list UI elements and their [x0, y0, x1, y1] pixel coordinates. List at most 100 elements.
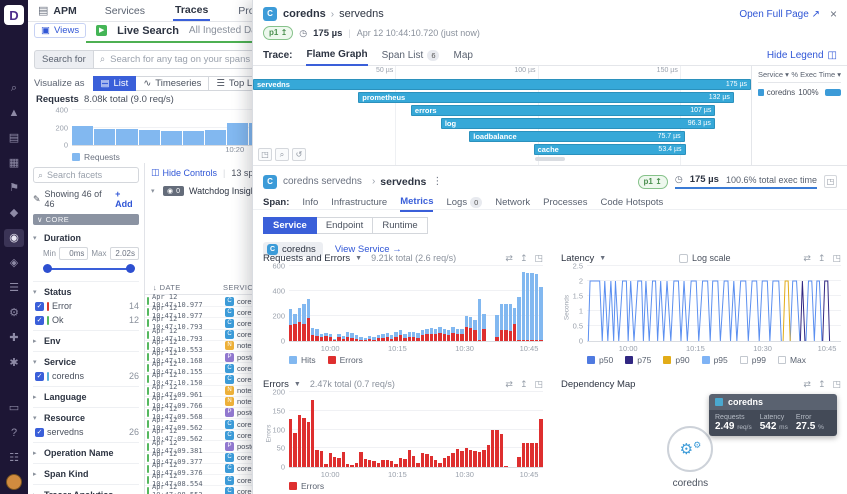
span-tab-infrastructure[interactable]: Infrastructure: [331, 196, 388, 208]
chevron-down-icon[interactable]: ▼: [355, 254, 363, 262]
legend-max[interactable]: Max: [777, 355, 806, 365]
notebooks-icon[interactable]: ◈: [9, 257, 19, 269]
service-column-header[interactable]: SERVICE: [223, 283, 259, 292]
view-service-link[interactable]: View Service →: [334, 244, 402, 255]
facet-group-operation-name[interactable]: ▸ Operation Name: [33, 448, 114, 458]
chart-fullscreen-icon[interactable]: ◳: [832, 252, 841, 263]
views-button[interactable]: ▣ Views: [34, 23, 87, 38]
flame-span-prometheus[interactable]: prometheus 132 µs: [358, 92, 734, 103]
legend-hits[interactable]: Hits: [289, 355, 316, 365]
flame-fit-icon[interactable]: ◳: [258, 148, 272, 161]
flame-reset-icon[interactable]: ↺: [292, 148, 306, 161]
integrations-icon[interactable]: ◆: [9, 207, 19, 219]
avatar[interactable]: [6, 474, 22, 490]
facet-item-coredns[interactable]: ✓ coredns 26: [35, 371, 139, 381]
duration-slider[interactable]: [43, 264, 135, 274]
flame-span-servedns[interactable]: servedns 175 µs: [253, 79, 751, 90]
duration-max-input[interactable]: 2.02s: [109, 247, 139, 260]
chart-export-icon[interactable]: ↥: [817, 252, 826, 263]
chart-export-icon[interactable]: ↥: [519, 252, 528, 263]
chart-fullscreen-icon[interactable]: ◳: [534, 378, 543, 389]
resize-handle[interactable]: [535, 157, 565, 161]
legend-p75[interactable]: p75: [625, 355, 651, 365]
chart-zoom-icon[interactable]: ⇄: [505, 378, 513, 389]
toggle-endpoint[interactable]: Endpoint: [316, 217, 374, 234]
legend-service-header[interactable]: Service ▾: [758, 70, 789, 79]
checkbox-icon[interactable]: ✓: [35, 371, 44, 381]
chart-export-icon[interactable]: ↥: [817, 378, 826, 389]
legend-errors[interactable]: Errors: [327, 355, 363, 365]
apm-icon[interactable]: ◉: [4, 229, 24, 247]
monitors-icon[interactable]: ⚑: [9, 182, 19, 194]
legend-p50[interactable]: p50: [587, 355, 613, 365]
infrastructure-icon[interactable]: ▲: [8, 107, 20, 119]
chart-fullscreen-icon[interactable]: ◳: [832, 378, 841, 389]
checkbox-icon[interactable]: ✓: [35, 301, 44, 311]
facet-group-resource[interactable]: ▾ Resource: [33, 413, 86, 423]
chart-title[interactable]: Requests and Errors: [263, 252, 351, 264]
trace-tab-span-list[interactable]: Span List 6: [382, 46, 440, 66]
hide-legend-button[interactable]: Hide Legend ◫: [766, 50, 837, 61]
edit-icon[interactable]: ✎: [33, 193, 41, 204]
span-actions-icon[interactable]: ◳: [824, 175, 837, 188]
legend-p99[interactable]: p99: [739, 355, 766, 365]
kebab-menu-icon[interactable]: ⋮: [432, 176, 443, 187]
chart-export-icon[interactable]: ↥: [519, 378, 528, 389]
chart-zoom-icon[interactable]: ⇄: [505, 252, 513, 263]
facet-item-Error[interactable]: ✓ Error 14: [35, 301, 139, 311]
facet-group-status[interactable]: ▾ Status: [33, 287, 72, 297]
add-facet-button[interactable]: + Add: [115, 189, 133, 209]
synthetics-icon[interactable]: ✚: [9, 332, 19, 344]
settings-icon[interactable]: ✱: [9, 357, 19, 369]
chart-title[interactable]: Errors: [263, 378, 289, 390]
search-icon[interactable]: ⌕: [10, 82, 18, 94]
span-tab-network[interactable]: Network: [495, 196, 531, 208]
chart-title[interactable]: Latency: [561, 252, 595, 264]
legend-row-coredns[interactable]: coredns 100%: [758, 88, 841, 97]
events-icon[interactable]: ▤: [8, 132, 20, 144]
table-row[interactable]: Apr 12 10:47:08.553Ccoredns: [145, 483, 847, 494]
duration-min-input[interactable]: 0ms: [58, 247, 89, 260]
facet-group-service[interactable]: ▾ Service: [33, 357, 77, 367]
visualize-timeseries-button[interactable]: ∿ Timeseries: [136, 76, 210, 91]
checkbox-icon[interactable]: ✓: [35, 315, 44, 325]
chevron-down-icon[interactable]: ▼: [599, 254, 607, 262]
flame-span-cache[interactable]: cache 53.4 µs: [533, 144, 686, 155]
chart-zoom-icon[interactable]: ⇄: [803, 378, 811, 389]
facet-item-servedns[interactable]: ✓ servedns 26: [35, 427, 139, 437]
nav-item-traces[interactable]: Traces: [173, 1, 211, 21]
help-icon[interactable]: ?: [10, 427, 18, 439]
span-tab-processes[interactable]: Processes: [543, 196, 588, 208]
span-tab-code-hotspots[interactable]: Code Hotspots: [600, 196, 664, 208]
span-tab-metrics[interactable]: Metrics: [400, 193, 434, 212]
security-icon[interactable]: ⚙: [9, 307, 19, 319]
logs-icon[interactable]: ☰: [9, 282, 19, 294]
date-column-header[interactable]: ↓ DATE: [153, 283, 181, 292]
legend-requests[interactable]: Requests: [72, 152, 120, 162]
flame-span-log[interactable]: log 96.3 µs: [440, 118, 715, 129]
watchdog-insights-row[interactable]: ▾ ◉ 0 Watchdog Insights: [151, 186, 263, 196]
flame-span-loadbalance[interactable]: loadbalance 75.7 µs: [469, 131, 685, 142]
breadcrumb-service[interactable]: coredns: [283, 8, 326, 20]
facet-section-core[interactable]: ∨ CORE: [33, 214, 139, 225]
span-tab-logs[interactable]: Logs 0: [446, 193, 483, 212]
chat-icon[interactable]: ▭: [8, 402, 20, 414]
flame-span-errors[interactable]: errors 107 µs: [410, 105, 716, 116]
facet-group-tracer-analytics[interactable]: ▸Tracer Analytics: [33, 488, 139, 494]
facet-group-duration[interactable]: ▾ Duration: [33, 233, 81, 243]
facet-group-span-kind[interactable]: ▸ Span Kind: [33, 469, 89, 479]
toggle-runtime[interactable]: Runtime: [373, 217, 428, 234]
span-tab-info[interactable]: Info: [302, 196, 319, 208]
legend-p90[interactable]: p90: [663, 355, 690, 365]
nav-item-services[interactable]: Services: [104, 4, 146, 17]
facet-group-env[interactable]: ▸ Env: [33, 336, 61, 346]
close-icon[interactable]: ×: [829, 7, 837, 21]
log-scale-toggle[interactable]: Log scale: [679, 253, 731, 263]
hide-controls-button[interactable]: ◫ Hide Controls: [151, 167, 218, 178]
legend-errors[interactable]: Errors: [289, 481, 324, 491]
visualize-list-button[interactable]: ▤ List: [92, 76, 137, 91]
datadog-logo-icon[interactable]: D: [4, 5, 24, 25]
legend-exec-header[interactable]: % Exec Time ▾: [791, 70, 841, 79]
checkbox-icon[interactable]: ✓: [35, 427, 44, 437]
